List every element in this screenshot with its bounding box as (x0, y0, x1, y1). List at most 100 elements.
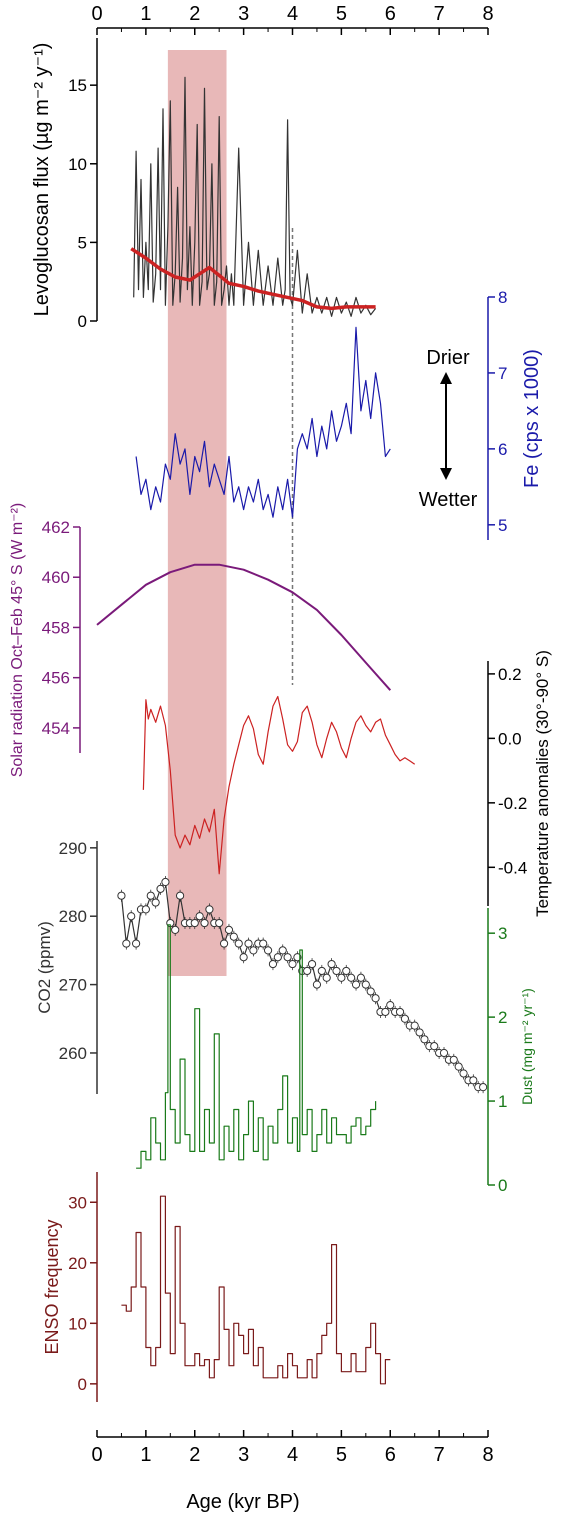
solar-tick-label: 460 (42, 568, 70, 587)
co2-point (263, 946, 273, 955)
fe-tick-label: 5 (498, 516, 507, 535)
co2-point (268, 959, 278, 969)
co2-point (317, 966, 326, 976)
panel-dust: 0 1 2 3 Dust (mg m⁻² yr⁻¹) (136, 908, 535, 1195)
co2-point (127, 912, 136, 921)
co2-point (215, 918, 224, 928)
panel-enso: 0 10 20 30 ENSO frequency (42, 1172, 391, 1402)
levoglucosan-tick-label: 5 (78, 233, 87, 252)
co2-point (278, 946, 287, 955)
co2-point (381, 1007, 390, 1017)
co2-point (229, 932, 238, 941)
age-tick-label: 7 (434, 1444, 445, 1466)
dust-tick-label: 1 (498, 1092, 507, 1111)
dust-tick-label: 3 (498, 924, 507, 943)
age-tick-label: 8 (482, 3, 493, 25)
x-axis-label: Age (kyr BP) (186, 1491, 299, 1513)
levoglucosan-tick-label: 15 (68, 76, 87, 95)
co2-point (190, 918, 199, 928)
temperature-tick-label: -0.2 (498, 794, 527, 813)
co2-point (175, 891, 185, 900)
co2-point (132, 939, 141, 948)
fe-tick-label: 7 (498, 364, 507, 383)
fe-axis-label: Fe (cps x 1000) (521, 349, 543, 488)
age-tick-label: 2 (189, 1444, 200, 1466)
solar-tick-label: 456 (42, 669, 70, 688)
co2-point (259, 939, 268, 948)
co2-point (200, 918, 209, 928)
age-tick-label: 4 (287, 3, 298, 25)
solar-tick-label: 454 (42, 719, 70, 738)
temperature-tick-label: 0.0 (498, 729, 522, 748)
solar-tick-label: 458 (42, 618, 70, 637)
panel-levoglucosan: 0 5 10 15 Levoglucosan flux (µg m⁻² y⁻¹) (31, 38, 377, 331)
co2-point (249, 946, 258, 955)
co2-point (151, 898, 160, 907)
co2-point (430, 1042, 439, 1051)
age-tick-label: 1 (140, 3, 151, 25)
fe-tick-label: 6 (498, 440, 507, 459)
dust-series-line (136, 924, 377, 1169)
enso-series-line (121, 1195, 391, 1385)
age-tick-label: 5 (336, 1444, 347, 1466)
arrow-down-icon (440, 468, 452, 480)
age-tick-label: 6 (385, 1444, 396, 1466)
levoglucosan-tick-label: 10 (68, 155, 87, 174)
fe-series-line (135, 326, 391, 518)
solar-series-line (96, 563, 392, 691)
age-tick-label: 0 (91, 1444, 102, 1466)
co2-point (205, 905, 214, 914)
levoglucosan-series-line-smoothed (130, 247, 376, 311)
co2-point (288, 959, 297, 969)
temperature-series-line (142, 695, 416, 875)
co2-point (459, 1069, 468, 1078)
co2-point (347, 973, 356, 982)
co2-point (224, 925, 234, 934)
enso-tick-label: 20 (68, 1254, 87, 1273)
temperature-axis-label: Temperature anomalies (30°-90° S) (533, 650, 552, 917)
co2-point (371, 994, 380, 1003)
age-tick-label: 2 (189, 3, 200, 25)
co2-point (439, 1048, 449, 1058)
co2-point (303, 966, 312, 976)
enso-tick-label: 10 (68, 1314, 87, 1333)
age-tick-label: 3 (238, 3, 249, 25)
temperature-tick-label: 0.2 (498, 665, 522, 684)
age-tick-label: 8 (482, 1444, 493, 1466)
co2-point (449, 1055, 458, 1064)
co2-point (454, 1062, 463, 1071)
co2-point (410, 1021, 419, 1030)
wetter-label: Wetter (419, 489, 478, 511)
panel-solar: 454 456 458 460 462 Solar radiation Oct–Feb 4… (9, 503, 392, 777)
co2-point (356, 973, 366, 982)
drier-wetter-annotation: Drier Wetter (419, 347, 478, 511)
panel-co2: 260 270 280 290 CO2 (ppmv) (35, 839, 488, 1094)
co2-point (234, 939, 243, 948)
co2-axis-label: CO2 (ppmv) (35, 921, 54, 1014)
panel-fe: 5 6 7 8 Fe (cps x 1000) (135, 288, 543, 540)
solar-tick-label: 462 (42, 518, 70, 537)
age-tick-label: 1 (140, 1444, 151, 1466)
co2-point (337, 973, 346, 982)
co2-point (351, 980, 361, 989)
enso-axis-label: ENSO frequency (42, 1219, 62, 1354)
dust-tick-label: 0 (498, 1176, 507, 1195)
co2-point (361, 980, 370, 989)
co2-point (244, 939, 253, 948)
age-tick-label: 6 (385, 3, 396, 25)
levoglucosan-tick-label: 0 (78, 312, 87, 331)
top-age-axis: 0 1 2 3 4 5 6 7 8 (91, 3, 494, 35)
dust-tick-label: 2 (498, 1008, 507, 1027)
levoglucosan-series-line-raw (133, 76, 377, 317)
age-tick-label: 7 (434, 3, 445, 25)
arrow-up-icon (440, 372, 452, 384)
dust-axis-label: Dust (mg m⁻² yr⁻¹) (519, 988, 535, 1105)
solar-axis-label: Solar radiation Oct–Feb 45° S (W m⁻²) (9, 503, 26, 777)
temperature-tick-label: -0.4 (498, 858, 527, 877)
co2-point (312, 980, 322, 989)
drier-label: Drier (426, 347, 470, 369)
co2-point (122, 939, 131, 948)
enso-tick-label: 30 (68, 1193, 87, 1212)
